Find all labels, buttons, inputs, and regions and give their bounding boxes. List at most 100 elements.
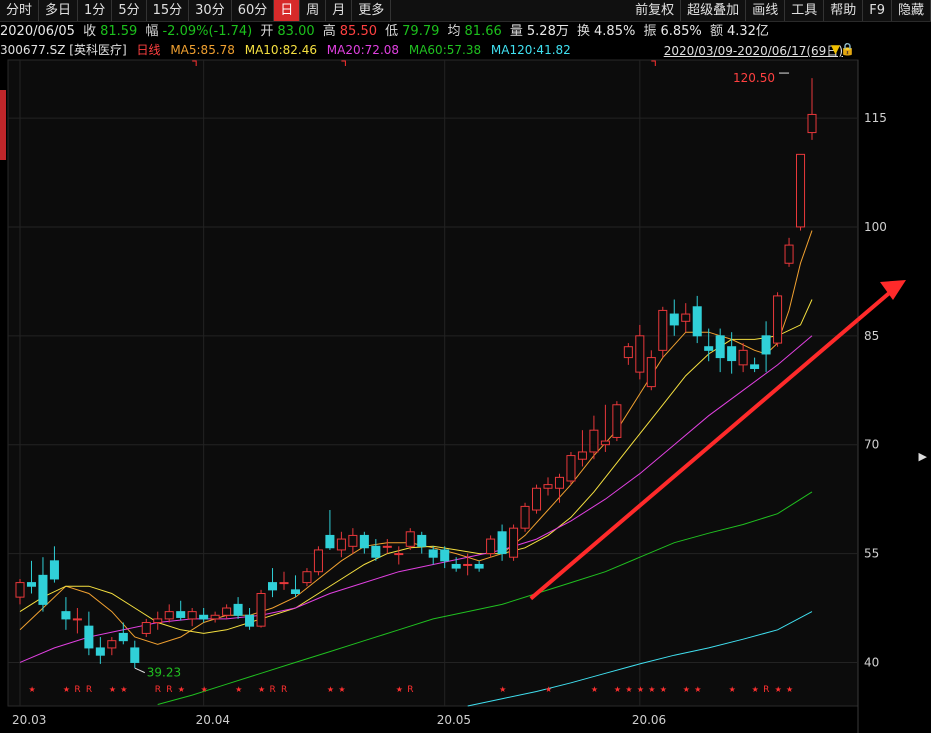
tab-15min[interactable]: 15分	[147, 0, 190, 21]
candle-body	[222, 607, 232, 616]
ma-line-ma20	[19, 335, 813, 663]
amount-label: 额	[709, 24, 723, 39]
open-value: 83.00	[277, 24, 315, 39]
min-price-label: 39.23	[147, 666, 181, 680]
candle-body	[325, 534, 335, 549]
quote-info-bar: 2020/06/05 收 81.59 幅 -2.09%(-1.74) 开 83.00 …	[0, 22, 931, 41]
super-overlay-button[interactable]: 超级叠加	[681, 0, 747, 21]
ma20-label: MA20:72.08	[326, 43, 400, 57]
candle-body	[520, 505, 530, 529]
tab-more[interactable]: 更多	[352, 0, 392, 21]
candle-body	[187, 611, 197, 620]
ma-legend: 300677.SZ [英科医疗] 日线 MA5:85.78 MA10:82.46…	[0, 42, 577, 59]
date-range[interactable]: 2020/03/09-2020/06/17(69日)	[663, 44, 843, 58]
candle-body	[95, 647, 105, 656]
tab-monthly[interactable]: 月	[326, 0, 353, 21]
candle-body	[692, 306, 702, 337]
x-tick-label: 20.05	[437, 713, 471, 727]
candle-body	[176, 611, 186, 618]
ma60-label: MA60:57.38	[408, 43, 482, 57]
candle-body	[290, 589, 300, 594]
y-tick-label: 40	[864, 655, 879, 669]
candle-body	[704, 346, 714, 351]
signal-marker: ★	[683, 685, 690, 694]
candle-body	[486, 538, 496, 555]
candle-body	[199, 614, 209, 620]
signal-marker: R	[86, 685, 92, 695]
signal-marker: R	[270, 685, 276, 695]
lock-icon[interactable]: ▼🔒	[830, 42, 855, 56]
candle-body	[784, 244, 794, 264]
tab-daily[interactable]: 日	[274, 0, 301, 21]
draw-line-button[interactable]: 画线	[746, 0, 786, 21]
help-button[interactable]: 帮助	[824, 0, 864, 21]
signal-marker: R	[763, 685, 769, 695]
candle-body	[727, 346, 737, 362]
period-label: 日线	[136, 43, 161, 57]
change-value: -2.09%(-1.74)	[162, 24, 253, 39]
candle-body	[417, 534, 427, 547]
candle-body	[646, 357, 656, 388]
candle-body	[623, 346, 633, 359]
candle-body	[313, 549, 323, 573]
tab-30min[interactable]: 30分	[189, 0, 232, 21]
candle-body	[474, 563, 484, 569]
candle-body	[750, 364, 760, 369]
tab-weekly[interactable]: 周	[300, 0, 327, 21]
left-marker-top	[0, 90, 6, 160]
candle-body	[164, 611, 174, 620]
candle-body	[566, 455, 576, 482]
amplitude-value: 6.85%	[660, 24, 702, 39]
signal-marker: ★	[694, 685, 701, 694]
signal-marker: R	[166, 685, 172, 695]
candle-body	[577, 451, 587, 460]
signal-marker: ★	[614, 685, 621, 694]
ma-line-ma120	[467, 611, 813, 707]
signal-marker: R	[407, 685, 413, 695]
signal-marker: ★	[499, 685, 506, 694]
signal-marker: ★	[63, 685, 70, 694]
candle-body	[394, 553, 404, 556]
tools-button[interactable]: 工具	[785, 0, 825, 21]
candle-body	[715, 335, 725, 359]
y-tick-label: 115	[864, 111, 887, 125]
signal-marker: ★	[660, 685, 667, 694]
high-label: 高	[322, 24, 336, 39]
x-tick-label: 20.03	[12, 713, 46, 727]
signal-marker: ★	[625, 685, 632, 694]
candle-body	[532, 487, 542, 511]
forward-adjust-button[interactable]: 前复权	[629, 0, 682, 21]
candle-body	[681, 313, 691, 322]
volume-label: 量	[509, 24, 523, 39]
candle-body	[497, 531, 507, 555]
signal-marker: ★	[327, 685, 334, 694]
signal-marker: R	[281, 685, 287, 695]
tab-5min[interactable]: 5分	[112, 0, 147, 21]
volume-value: 5.28万	[526, 24, 569, 39]
candle-body	[256, 592, 266, 627]
signal-marker: ★	[775, 685, 782, 694]
hide-button[interactable]: 隐藏	[892, 0, 931, 21]
tab-multi-day[interactable]: 多日	[39, 0, 79, 21]
left-side-strip	[0, 60, 6, 730]
tab-1min[interactable]: 1分	[78, 0, 113, 21]
candle-body	[773, 295, 783, 344]
signal-marker: ★	[258, 685, 265, 694]
candle-body	[118, 632, 128, 642]
candle-body	[84, 625, 94, 649]
candle-body	[336, 538, 346, 551]
trend-arrow-head	[880, 280, 906, 300]
expand-right-icon[interactable]: ▶	[918, 450, 927, 463]
max-price-label: 120.50	[733, 71, 775, 85]
x-tick-label: 20.06	[632, 713, 666, 727]
signal-marker: ★	[545, 685, 552, 694]
tab-intraday[interactable]: 分时	[0, 0, 40, 21]
trend-arrow-shaft	[529, 287, 896, 601]
candle-body	[738, 349, 748, 366]
ma120-label: MA120:41.82	[490, 43, 571, 57]
candle-body	[669, 313, 679, 326]
candle-body	[130, 647, 140, 663]
f9-button[interactable]: F9	[863, 0, 892, 21]
tab-60min[interactable]: 60分	[232, 0, 275, 21]
